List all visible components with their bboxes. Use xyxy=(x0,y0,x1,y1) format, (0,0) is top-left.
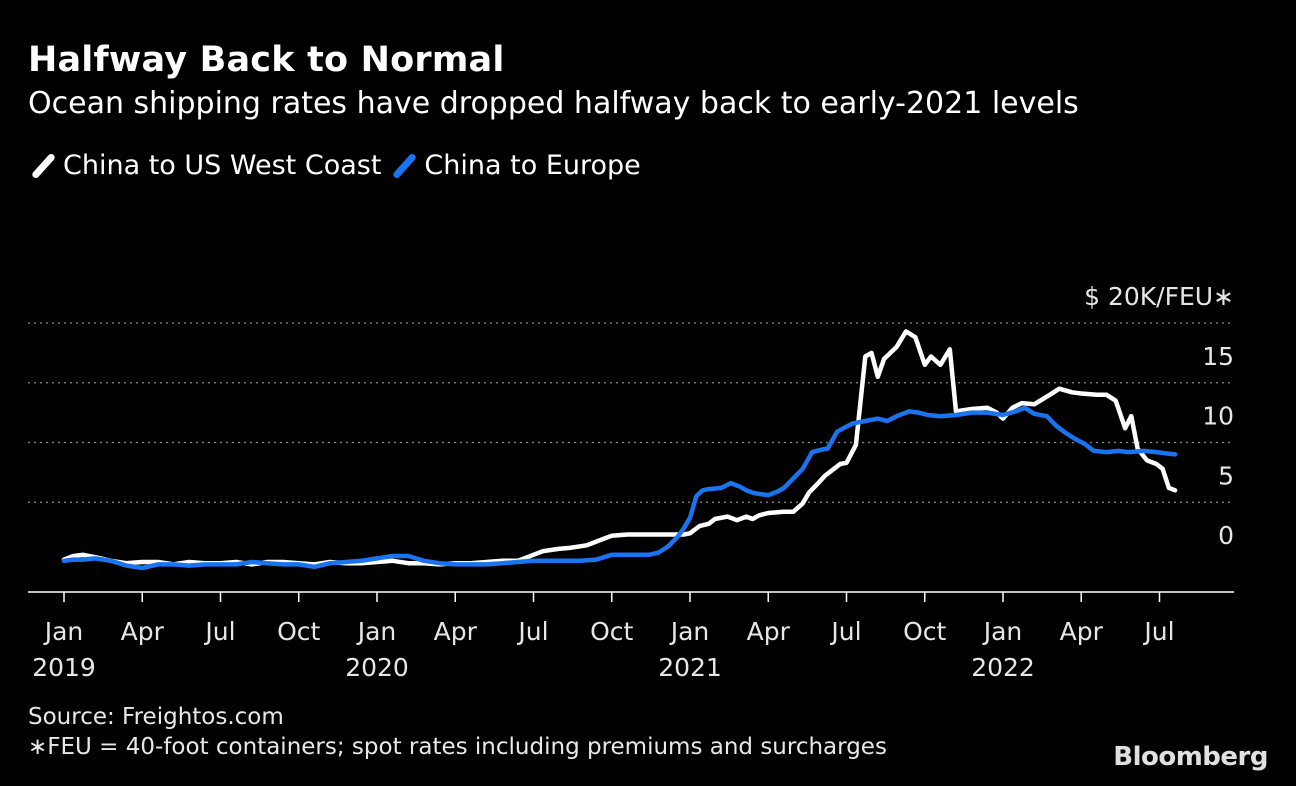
x-year-label: 2020 xyxy=(345,653,409,682)
x-tick-label: Jul xyxy=(203,617,235,646)
y-tick-label: $ 20K/FEU∗ xyxy=(1084,282,1234,311)
y-tick-label: 0 xyxy=(1218,521,1234,550)
footnote: ∗FEU = 40-foot containers; spot rates in… xyxy=(28,734,887,760)
x-tick-label: Jan xyxy=(982,617,1023,646)
y-tick-label: 10 xyxy=(1202,402,1234,431)
x-tick-label: Jul xyxy=(516,617,548,646)
x-year-label: 2019 xyxy=(32,653,96,682)
y-tick-label: 5 xyxy=(1218,461,1234,490)
source-note: Source: Freightos.com xyxy=(28,704,284,730)
x-tick-label: Oct xyxy=(590,617,633,646)
x-tick-label: Jan xyxy=(356,617,397,646)
chart-subtitle: Ocean shipping rates have dropped halfwa… xyxy=(28,86,1079,121)
legend-label-europe: China to Europe xyxy=(424,150,641,181)
x-tick-label: Apr xyxy=(1060,617,1104,646)
legend-item-europe: China to Europe xyxy=(389,150,641,181)
legend-label-us-west-coast: China to US West Coast xyxy=(63,150,382,181)
x-tick-label: Oct xyxy=(277,617,320,646)
chart-title: Halfway Back to Normal xyxy=(28,40,505,80)
legend: China to US West Coast China to Europe xyxy=(28,150,649,181)
x-tick-label: Apr xyxy=(434,617,478,646)
y-tick-label: 15 xyxy=(1202,342,1234,371)
x-tick-label: Jul xyxy=(1142,617,1174,646)
x-tick-label: Jan xyxy=(43,617,84,646)
legend-item-us-west-coast: China to US West Coast xyxy=(28,150,381,181)
x-tick-label: Oct xyxy=(903,617,946,646)
series-line-us-west-coast xyxy=(61,329,1178,567)
x-tick-label: Apr xyxy=(121,617,165,646)
x-year-label: 2021 xyxy=(658,653,722,682)
x-tick-label: Jul xyxy=(829,617,861,646)
x-tick-label: Jan xyxy=(669,617,710,646)
x-tick-label: Apr xyxy=(747,617,791,646)
bloomberg-logo: Bloomberg xyxy=(1113,742,1268,772)
series-line-europe xyxy=(61,405,1178,571)
x-year-label: 2022 xyxy=(971,653,1035,682)
